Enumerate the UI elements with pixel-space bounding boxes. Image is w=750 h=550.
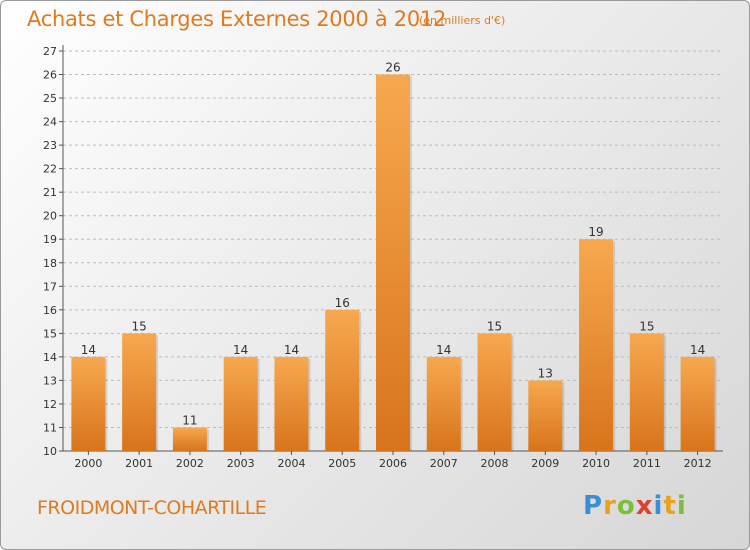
bar [680, 356, 715, 451]
logo-letter: x [635, 491, 654, 521]
x-tick-label: 2010 [582, 457, 610, 470]
y-tick-label: 22 [43, 163, 57, 176]
bar-value-label: 16 [335, 296, 350, 310]
y-tick-label: 11 [43, 421, 57, 434]
bar [71, 356, 106, 451]
commune-name: FROIDMONT-COHARTILLE [37, 497, 267, 519]
chart-unit: (en milliers d'€) [419, 14, 506, 27]
bar-value-label: 11 [182, 413, 197, 427]
x-tick-label: 2005 [328, 457, 356, 470]
bar-value-label: 15 [487, 319, 502, 333]
bar [477, 333, 512, 451]
bar [172, 427, 207, 451]
x-tick-label: 2002 [176, 457, 204, 470]
y-tick-label: 10 [43, 445, 57, 458]
logo-letter: i [653, 491, 664, 521]
logo-letter: P [583, 491, 604, 521]
bar-value-label: 14 [233, 343, 248, 357]
bar [274, 356, 309, 451]
y-tick-label: 23 [43, 139, 57, 152]
bar-value-label: 14 [284, 343, 299, 357]
y-tick-label: 21 [43, 186, 57, 199]
y-tick-label: 18 [43, 257, 57, 270]
bar [122, 333, 157, 451]
y-tick-label: 12 [43, 398, 57, 411]
bar-value-label: 15 [132, 319, 147, 333]
bar-value-label: 14 [436, 343, 451, 357]
x-tick-label: 2011 [633, 457, 661, 470]
y-tick-label: 17 [43, 280, 57, 293]
y-tick-label: 19 [43, 233, 57, 246]
bar-value-label: 13 [538, 366, 553, 380]
bar [426, 356, 461, 451]
bar [579, 239, 614, 451]
x-tick-label: 2003 [227, 457, 255, 470]
x-tick-label: 2012 [684, 457, 712, 470]
bar-value-label: 14 [81, 343, 96, 357]
y-tick-label: 15 [43, 327, 57, 340]
x-tick-label: 2001 [125, 457, 153, 470]
bar [629, 333, 664, 451]
y-tick-label: 20 [43, 210, 57, 223]
bar-value-label: 14 [690, 343, 705, 357]
chart-title: Achats et Charges Externes 2000 à 2012 [27, 7, 447, 31]
bar [528, 380, 563, 451]
x-tick-label: 2000 [74, 457, 102, 470]
x-tick-label: 2008 [481, 457, 509, 470]
y-tick-label: 16 [43, 304, 57, 317]
bar [325, 309, 360, 451]
bar-value-label: 15 [639, 319, 654, 333]
y-tick-label: 27 [43, 45, 57, 58]
x-tick-label: 2006 [379, 457, 407, 470]
bar [223, 356, 258, 451]
axes: 10 11 12 13 14 15 16 17 18 19 20 21 22 23 24 25 26 27 2000… [43, 45, 723, 470]
x-tick-label: 2004 [277, 457, 305, 470]
x-tick-label: 2009 [531, 457, 559, 470]
logo-letter: r [603, 491, 617, 521]
x-tick-label: 2007 [430, 457, 458, 470]
proxiti-logo[interactable]: Proxiti [583, 491, 687, 521]
bar-value-label: 19 [588, 225, 603, 239]
bar-value-label: 26 [385, 61, 400, 75]
bars [71, 74, 717, 451]
logo-letter: i [676, 491, 687, 521]
y-tick-label: 25 [43, 92, 57, 105]
y-tick-label: 26 [43, 69, 57, 82]
bar [376, 74, 410, 451]
data-labels: 14 15 11 14 14 16 26 14 15 13 19 15 14 [81, 61, 706, 428]
y-tick-label: 24 [43, 116, 57, 129]
y-tick-label: 14 [43, 351, 57, 364]
y-tick-label: 13 [43, 374, 57, 387]
logo-letter: t [663, 491, 677, 521]
logo-letter: o [616, 491, 636, 521]
